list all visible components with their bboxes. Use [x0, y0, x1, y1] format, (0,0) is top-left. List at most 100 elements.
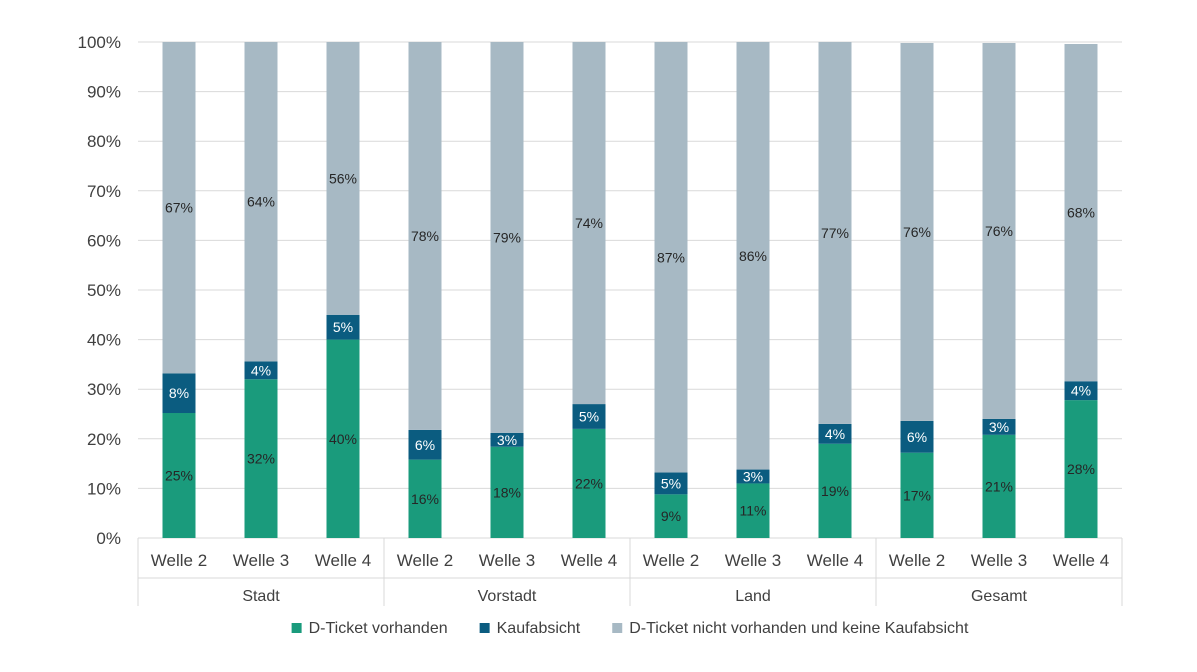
x-group-label: Land: [735, 588, 771, 605]
bars: [162, 42, 1098, 538]
data-label: 19%: [821, 483, 849, 499]
data-label: 9%: [661, 508, 681, 524]
legend-label: Kaufabsicht: [497, 620, 581, 637]
gridlines: [138, 41, 1122, 539]
legend-swatch: [479, 623, 490, 633]
bar-segment: [572, 428, 606, 538]
bar-segment: [326, 42, 360, 315]
bar-segment: [572, 42, 606, 405]
x-category-label: Welle 3: [233, 551, 289, 570]
data-label: 3%: [989, 419, 1009, 435]
y-tick-label: 30%: [87, 380, 121, 399]
bar-segment: [490, 446, 524, 538]
data-label: 3%: [497, 432, 517, 448]
data-label: 56%: [329, 170, 357, 186]
x-category-label: Welle 3: [725, 551, 781, 570]
x-group-label: Stadt: [242, 588, 280, 605]
bar-segment: [900, 452, 934, 538]
x-category-label: Welle 4: [315, 551, 371, 570]
bar-segment: [490, 432, 524, 447]
x-category-label: Welle 3: [479, 551, 535, 570]
data-label: 11%: [740, 503, 767, 519]
data-label: 8%: [169, 385, 189, 401]
data-label: 22%: [575, 475, 603, 491]
bar-segment: [408, 459, 442, 538]
data-label: 40%: [329, 431, 357, 447]
bar-segment: [1064, 43, 1098, 382]
data-label: 21%: [985, 478, 1013, 494]
data-label: 3%: [743, 468, 763, 484]
data-label: 18%: [493, 484, 521, 500]
bar-segment: [982, 42, 1016, 419]
bar-segment: [982, 434, 1016, 538]
y-tick-label: 90%: [87, 83, 121, 102]
data-label: 5%: [579, 408, 599, 424]
bar-segment: [818, 423, 852, 444]
bar-segment: [1064, 381, 1098, 401]
bar-segment: [654, 494, 688, 538]
bar-segment: [162, 413, 196, 538]
data-label: 6%: [415, 437, 435, 453]
bar-segment: [654, 472, 688, 495]
data-label: 4%: [251, 362, 271, 378]
bar-segment: [736, 469, 770, 484]
data-label: 4%: [1071, 383, 1091, 399]
bar-segment: [818, 443, 852, 538]
bar-segment: [900, 420, 934, 453]
data-label: 76%: [985, 223, 1013, 239]
data-label: 17%: [903, 487, 931, 503]
legend-swatch: [291, 623, 302, 633]
data-label: 6%: [907, 429, 927, 445]
bar-segment: [244, 42, 278, 362]
bar-segment: [982, 418, 1016, 435]
x-axis: Welle 2 Welle 3 Welle 4 Welle 2 Welle 3 Welle…: [137, 538, 1123, 606]
bar-segment: [162, 373, 196, 414]
data-label: 4%: [825, 426, 845, 442]
bar-segment: [326, 314, 360, 340]
data-label: 67%: [165, 200, 193, 216]
bar-segment: [572, 404, 606, 429]
bar-segment: [818, 42, 852, 424]
x-group-label: Gesamt: [971, 588, 1028, 605]
legend: D-Ticket vorhanden Kaufabsicht D-Ticket ni…: [291, 620, 969, 637]
x-category-label: Welle 2: [643, 551, 699, 570]
data-label: 77%: [821, 225, 849, 241]
data-label: 25%: [165, 468, 193, 484]
data-label: 28%: [1067, 461, 1095, 477]
data-label: 64%: [247, 194, 275, 210]
bar-segment: [490, 42, 524, 433]
bar-segment: [1064, 400, 1098, 538]
y-tick-label: 20%: [87, 430, 121, 449]
x-category-label: Welle 2: [151, 551, 207, 570]
bar-segment: [736, 483, 770, 538]
y-tick-label: 60%: [87, 231, 121, 250]
data-label: 5%: [333, 319, 353, 335]
y-tick-label: 40%: [87, 331, 121, 350]
data-labels: 25% 8% 67% 32% 4% 64% 40% 5% 56% 16% 6% 78% 18% 3% 79%…: [165, 170, 1095, 524]
y-tick-label: 70%: [87, 182, 121, 201]
bar-segment: [244, 379, 278, 538]
y-tick-label: 80%: [87, 132, 121, 151]
legend-label: D-Ticket vorhanden: [309, 620, 448, 637]
legend-swatch: [612, 623, 623, 633]
bar-segment: [408, 429, 442, 460]
bar-segment: [162, 42, 196, 374]
x-category-label: Welle 2: [397, 551, 453, 570]
data-label: 79%: [493, 229, 521, 245]
bar-segment: [244, 361, 278, 380]
data-label: 74%: [575, 215, 603, 231]
x-category-label: Welle 4: [561, 551, 617, 570]
data-label: 68%: [1067, 205, 1095, 221]
x-category-label: Welle 3: [971, 551, 1027, 570]
data-label: 87%: [657, 249, 685, 265]
data-label: 76%: [903, 224, 931, 240]
data-label: 32%: [247, 451, 275, 467]
y-tick-label: 50%: [87, 281, 121, 300]
data-label: 86%: [739, 248, 767, 264]
y-tick-label: 10%: [87, 479, 121, 498]
data-label: 16%: [411, 491, 439, 507]
x-group-label: Vorstadt: [478, 588, 537, 605]
bar-segment: [736, 42, 770, 470]
legend-label: D-Ticket nicht vorhanden und keine Kaufa…: [629, 620, 969, 637]
